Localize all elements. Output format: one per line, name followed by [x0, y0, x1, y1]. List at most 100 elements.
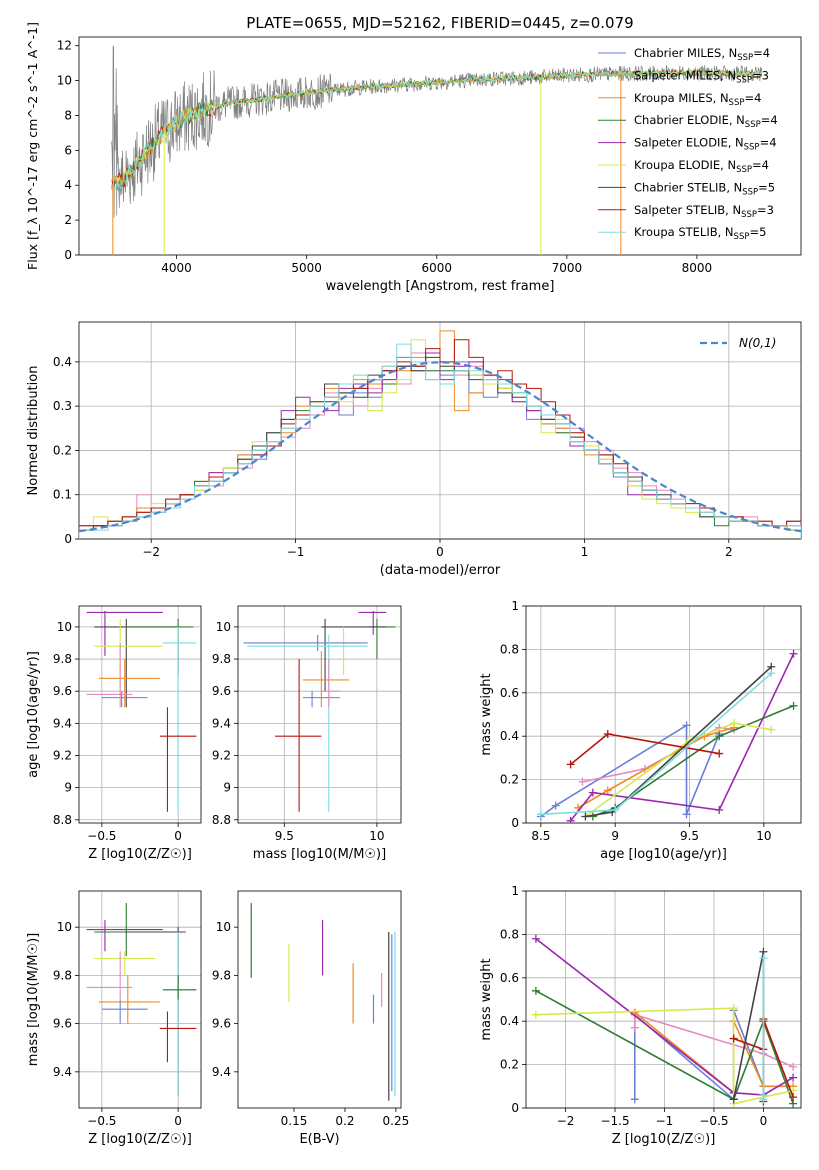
axes-frame: [78, 605, 202, 824]
legend-subscript: SSP: [736, 165, 752, 175]
weight-marker: [682, 810, 691, 819]
legend-count: =4: [744, 91, 761, 105]
y-tick-label: 2: [64, 213, 72, 227]
legend-count: =5: [758, 180, 775, 194]
plot-area: [531, 934, 798, 1108]
weight-marker: [767, 725, 776, 734]
x-tick-label: 9.5: [680, 829, 699, 843]
legend-count: =4: [761, 113, 778, 127]
weight-marker: [566, 760, 575, 769]
weight-marker: [715, 732, 724, 741]
x-axis-label: Z [log10(Z/Z☉)]: [88, 1132, 192, 1147]
legend-label: Salpeter MILES, N: [634, 68, 736, 82]
x-tick-label: −2: [557, 1114, 575, 1128]
y-tick-label: 0.3: [53, 399, 72, 413]
y-tick-label: 9.4: [53, 1065, 72, 1079]
axes-frame: [78, 321, 802, 540]
weight-marker: [715, 749, 724, 758]
weight-marker: [729, 1095, 738, 1104]
legend-label: Salpeter STELIB, N: [634, 203, 741, 217]
weight-marker: [531, 1010, 540, 1019]
y-tick-label: 9.6: [212, 684, 231, 698]
y-tick-label: 10: [216, 620, 231, 634]
x-tick-label: −2: [142, 545, 160, 559]
weight-line: [577, 726, 735, 809]
plot-area: [86, 903, 197, 1096]
weight-marker: [578, 777, 587, 786]
y-tick-label: 9: [64, 781, 72, 795]
legend-subscript: SSP: [729, 98, 745, 108]
weight-line: [585, 722, 772, 818]
x-axis-label: age [log10(age/yr)]: [600, 847, 727, 862]
x-tick-label: 7000: [552, 261, 583, 275]
x-axis-label: mass [log10(M/M☉)]: [253, 847, 386, 862]
x-tick-label: 0: [174, 1114, 182, 1128]
weight-marker: [551, 801, 560, 810]
y-tick-label: 9.4: [212, 716, 231, 730]
age-vs-mass-panel: 9.5 10 8.8 9 9.2 9.4 9.6 9.8 10 mass [log10(M/M☉)…: [212, 605, 402, 862]
weight-marker: [789, 1062, 798, 1071]
mass-vs-metallicity-panel: −0.5 0 9.4 9.6 9.8 10 Z [log10(Z/Z☉)] mass [log…: [26, 890, 202, 1147]
x-tick-label: 4000: [161, 261, 192, 275]
y-tick-label: 0.4: [500, 729, 519, 743]
y-tick-label: 0: [511, 1101, 519, 1115]
weight-marker: [536, 810, 545, 819]
y-tick-label: 9.2: [212, 748, 231, 762]
y-tick-label: 9.8: [53, 652, 72, 666]
y-tick-label: 9.6: [53, 684, 72, 698]
axes-frame: [78, 890, 202, 1109]
axes-frame: [78, 36, 802, 256]
x-tick-label: 0.25: [383, 1114, 410, 1128]
weight-line: [535, 938, 794, 1096]
normal-curve: [79, 361, 801, 533]
y-tick-label: 9.2: [53, 748, 72, 762]
x-axis-label: wavelength [Angstrom, rest frame]: [326, 279, 555, 294]
weight-marker: [630, 1023, 639, 1032]
legend-subscript: SSP: [742, 187, 758, 197]
legend-count: =4: [753, 46, 770, 60]
weight-marker: [531, 934, 540, 943]
plot-area: [111, 44, 763, 255]
y-tick-label: 0: [511, 816, 519, 830]
legend-entry: Salpeter STELIB, NSSP=3: [634, 203, 774, 220]
y-tick-label: 0.8: [500, 642, 519, 656]
legend-subscript: SSP: [736, 75, 752, 85]
legend-count: =5: [749, 225, 766, 239]
axes-frame: [525, 605, 802, 824]
spectrum-model-line: [111, 69, 763, 192]
y-tick-label: 9.4: [212, 1065, 231, 1079]
weight-marker: [630, 1095, 639, 1104]
y-tick-label: 6: [64, 143, 72, 157]
weight-marker: [789, 649, 798, 658]
weight-marker: [581, 812, 590, 821]
x-tick-label: 0: [174, 829, 182, 843]
legend-entry: Kroupa ELODIE, NSSP=4: [634, 158, 769, 175]
x-tick-label: 9: [611, 829, 619, 843]
x-tick-label: −1.5: [600, 1114, 629, 1128]
x-tick-label: 0: [436, 545, 444, 559]
legend-count: =4: [760, 136, 777, 150]
legend-count: =3: [757, 203, 774, 217]
x-tick-label: 1: [581, 545, 589, 559]
weight-marker: [730, 719, 739, 728]
y-tick-label: 0.4: [53, 355, 72, 369]
y-tick-label: 0.8: [500, 927, 519, 941]
x-axis-label: (data-model)/error: [380, 563, 501, 578]
legend-entry: N(0,1): [739, 336, 776, 350]
y-tick-label: 8.8: [53, 813, 72, 827]
weight-marker: [566, 816, 575, 823]
y-tick-label: 9.8: [212, 652, 231, 666]
x-tick-label: 2: [725, 545, 733, 559]
y-tick-label: 0.6: [500, 971, 519, 985]
plot-area: [86, 610, 197, 812]
x-tick-label: −1: [656, 1114, 674, 1128]
y-axis-label: mass [log10(M/M☉)]: [26, 933, 41, 1066]
age-vs-metallicity-panel: −0.5 0 8.8 9 9.2 9.4 9.6 9.8 10 Z [log10(Z/Z☉)] ag…: [26, 605, 202, 862]
weight-line: [569, 653, 795, 822]
x-tick-label: −1: [287, 545, 305, 559]
x-tick-label: 10: [369, 829, 384, 843]
weight-marker: [759, 954, 768, 963]
weight-line: [592, 705, 794, 818]
